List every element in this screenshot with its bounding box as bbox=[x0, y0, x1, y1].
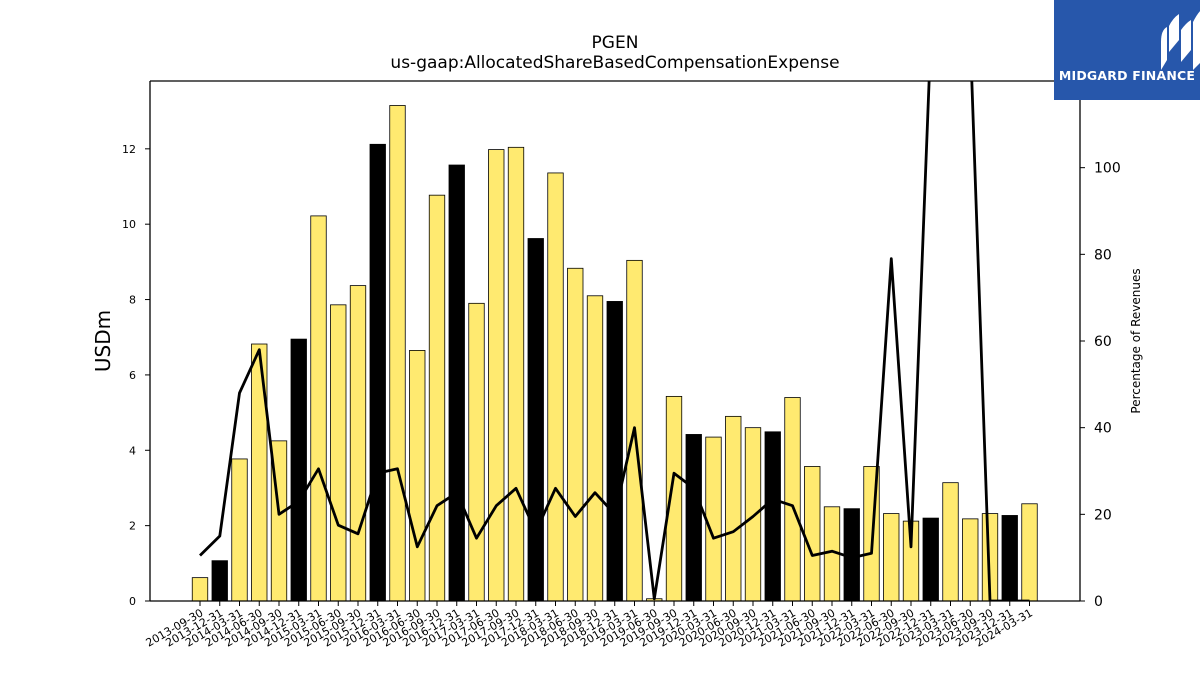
bar bbox=[310, 215, 327, 602]
bar bbox=[488, 149, 505, 602]
y2-axis-label: Percentage of Revenues bbox=[1129, 268, 1143, 413]
bar bbox=[883, 513, 900, 602]
bar bbox=[507, 146, 525, 602]
bar bbox=[567, 267, 584, 602]
bar bbox=[725, 415, 742, 602]
bar bbox=[290, 338, 307, 602]
line-group bbox=[199, 81, 1030, 601]
bar bbox=[409, 350, 426, 602]
y-tick-label: 4 bbox=[129, 444, 136, 457]
chart-subtitle: us-gaap:AllocatedShareBasedCompensationE… bbox=[390, 53, 840, 73]
bar bbox=[448, 164, 465, 602]
bar bbox=[705, 436, 722, 602]
bar bbox=[784, 397, 801, 602]
y-tick-label: 12 bbox=[122, 143, 136, 156]
bar bbox=[330, 304, 347, 602]
bar bbox=[922, 517, 939, 602]
y-tick-label: 10 bbox=[122, 218, 136, 231]
bar bbox=[369, 143, 386, 602]
bar bbox=[804, 466, 821, 602]
bar bbox=[744, 427, 762, 602]
y2-tick-label: 100 bbox=[1094, 161, 1121, 177]
y-tick-label: 2 bbox=[129, 520, 136, 533]
logo-text: MIDGARD FINANCE bbox=[1058, 68, 1196, 83]
bar bbox=[962, 518, 979, 602]
y2-tick-label: 0 bbox=[1094, 594, 1103, 610]
bar bbox=[349, 285, 367, 602]
y2-tick-label: 20 bbox=[1094, 507, 1112, 523]
y-tick-label: 6 bbox=[129, 369, 136, 382]
bar bbox=[428, 194, 446, 602]
chart-title: PGEN bbox=[591, 33, 639, 53]
y2-tick-label: 40 bbox=[1094, 421, 1112, 437]
percentage-line bbox=[199, 81, 1030, 601]
bar bbox=[191, 577, 209, 602]
y-tick-label: 8 bbox=[129, 294, 136, 307]
midgard-logo-icon bbox=[1161, 11, 1200, 70]
bar bbox=[527, 238, 544, 602]
y-axis-label: USDm bbox=[91, 310, 115, 372]
brand-logo: MIDGARD FINANCE bbox=[1054, 0, 1200, 100]
bar bbox=[586, 295, 604, 602]
bar bbox=[764, 431, 781, 602]
bar bbox=[547, 172, 564, 602]
bar bbox=[251, 343, 268, 602]
bar bbox=[606, 301, 623, 602]
bar bbox=[231, 458, 248, 602]
y2-tick-label: 80 bbox=[1094, 247, 1112, 263]
bar bbox=[211, 560, 228, 602]
bar bbox=[685, 434, 702, 602]
y-tick-label: 0 bbox=[129, 595, 136, 608]
bar bbox=[468, 302, 485, 602]
bar bbox=[665, 395, 683, 602]
bar bbox=[1001, 515, 1018, 602]
bar bbox=[1021, 503, 1038, 602]
bar bbox=[389, 105, 406, 602]
bar bbox=[942, 482, 959, 602]
y2-tick-label: 60 bbox=[1094, 334, 1112, 350]
axes-group: 0246810120204060801002013-09-302013-12-3… bbox=[91, 80, 1143, 650]
